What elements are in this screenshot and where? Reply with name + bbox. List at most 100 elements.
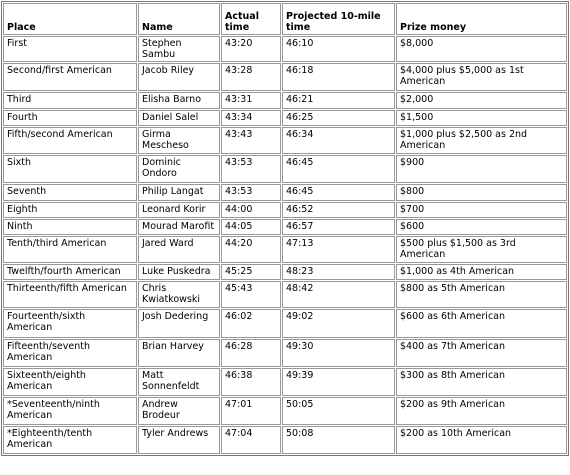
table-cell: 49:02: [282, 309, 395, 338]
table-cell: $800 as 5th American: [396, 281, 567, 308]
table-cell: 44:05: [221, 219, 281, 235]
table-cell: Third: [3, 92, 137, 109]
table-cell: $1,000 as 4th American: [396, 264, 567, 280]
table-cell: $200 as 9th American: [396, 397, 567, 425]
table-cell: $200 as 10th American: [396, 426, 567, 454]
table-cell: Twelfth/fourth American: [3, 264, 137, 280]
table-cell: Fourteenth/sixth American: [3, 309, 137, 338]
table-cell: Tyler Andrews: [138, 426, 220, 454]
table-cell: *Eighteenth/tenth American: [3, 426, 137, 454]
table-cell: Thirteenth/fifth American: [3, 281, 137, 308]
table-cell: Fourth: [3, 110, 137, 126]
table-cell: First: [3, 36, 137, 62]
table-cell: 46:52: [282, 202, 395, 218]
table-row: Fifteenth/seventh American Brian Harvey 46…: [3, 339, 567, 367]
table-cell: 46:45: [282, 184, 395, 201]
table-cell: 45:43: [221, 281, 281, 308]
table-cell: $700: [396, 202, 567, 218]
table-cell: 46:34: [282, 127, 395, 154]
table-cell: Sixteenth/eighth American: [3, 368, 137, 396]
table-cell: $8,000: [396, 36, 567, 62]
table-row: *Seventeenth/ninth American Andrew Brodeu…: [3, 397, 567, 425]
table-cell: Fifth/second American: [3, 127, 137, 154]
table-row: Third Elisha Barno 43:31 46:21 $2,000: [3, 92, 567, 109]
table-cell: 44:20: [221, 236, 281, 263]
table-cell: Ninth: [3, 219, 137, 235]
table-cell: 46:28: [221, 339, 281, 367]
table-cell: $1,000 plus $2,500 as 2nd American: [396, 127, 567, 154]
table-row: Fourth Daniel Salel 43:34 46:25 $1,500: [3, 110, 567, 126]
header-cell: Name: [138, 3, 220, 35]
table-row: Eighth Leonard Korir 44:00 46:52 $700: [3, 202, 567, 218]
table-row: Seventh Philip Langat 43:53 46:45 $800: [3, 184, 567, 201]
table-cell: $600 as 6th American: [396, 309, 567, 338]
table-cell: $900: [396, 155, 567, 183]
table-cell: $1,500: [396, 110, 567, 126]
table-cell: Second/first American: [3, 63, 137, 91]
table-row: Thirteenth/fifth American Chris Kwiatkows…: [3, 281, 567, 308]
table-cell: 46:18: [282, 63, 395, 91]
table-cell: 43:28: [221, 63, 281, 91]
table-cell: Dominic Ondoro: [138, 155, 220, 183]
table-cell: Daniel Salel: [138, 110, 220, 126]
table-cell: Jacob Riley: [138, 63, 220, 91]
table-row: Sixth Dominic Ondoro 43:53 46:45 $900: [3, 155, 567, 183]
table-cell: 47:04: [221, 426, 281, 454]
header-cell: Prize money: [396, 3, 567, 35]
table-cell: $800: [396, 184, 567, 201]
table-cell: $300 as 8th American: [396, 368, 567, 396]
table-cell: Fifteenth/seventh American: [3, 339, 137, 367]
table-cell: 49:39: [282, 368, 395, 396]
table-cell: Seventh: [3, 184, 137, 201]
table-cell: 43:53: [221, 184, 281, 201]
table-cell: Stephen Sambu: [138, 36, 220, 62]
table-cell: 43:53: [221, 155, 281, 183]
table-cell: Eighth: [3, 202, 137, 218]
table-row: Sixteenth/eighth American Matt Sonnenfeld…: [3, 368, 567, 396]
table-cell: Matt Sonnenfeldt: [138, 368, 220, 396]
table-cell: $600: [396, 219, 567, 235]
table-cell: $500 plus $1,500 as 3rd American: [396, 236, 567, 263]
table-row: *Eighteenth/tenth American Tyler Andrews 4…: [3, 426, 567, 454]
table-cell: 46:57: [282, 219, 395, 235]
table-row: Ninth Mourad Marofit 44:05 46:57 $600: [3, 219, 567, 235]
table-cell: 50:08: [282, 426, 395, 454]
table-cell: 43:20: [221, 36, 281, 62]
table-cell: 46:21: [282, 92, 395, 109]
table-cell: $2,000: [396, 92, 567, 109]
table-cell: 48:42: [282, 281, 395, 308]
table-row: Fourteenth/sixth American Josh Dedering 46…: [3, 309, 567, 338]
table-cell: 43:31: [221, 92, 281, 109]
table-cell: Luke Puskedra: [138, 264, 220, 280]
table-cell: Josh Dedering: [138, 309, 220, 338]
header-row: Place Name Actual time Projected 10-mile ti…: [3, 3, 567, 35]
table-row: Second/first American Jacob Riley 43:28 46:…: [3, 63, 567, 91]
table-cell: Brian Harvey: [138, 339, 220, 367]
table-cell: $4,000 plus $5,000 as 1st American: [396, 63, 567, 91]
table-cell: Tenth/third American: [3, 236, 137, 263]
table-cell: 43:34: [221, 110, 281, 126]
results-table: Place Name Actual time Projected 10-mile ti…: [1, 1, 569, 456]
table-cell: 46:38: [221, 368, 281, 396]
table-row: Tenth/third American Jared Ward 44:20 47:13…: [3, 236, 567, 263]
table-row: First Stephen Sambu 43:20 46:10 $8,000: [3, 36, 567, 62]
table-cell: 48:23: [282, 264, 395, 280]
table-cell: 47:13: [282, 236, 395, 263]
table-cell: *Seventeenth/ninth American: [3, 397, 137, 425]
table-row: Twelfth/fourth American Luke Puskedra 45:2…: [3, 264, 567, 280]
table-cell: Girma Mescheso: [138, 127, 220, 154]
table-cell: 47:01: [221, 397, 281, 425]
table-cell: Jared Ward: [138, 236, 220, 263]
table-cell: Sixth: [3, 155, 137, 183]
table-cell: Chris Kwiatkowski: [138, 281, 220, 308]
table-cell: 43:43: [221, 127, 281, 154]
table-cell: 44:00: [221, 202, 281, 218]
table-row: Fifth/second American Girma Mescheso 43:43…: [3, 127, 567, 154]
table-cell: 45:25: [221, 264, 281, 280]
table-cell: $400 as 7th American: [396, 339, 567, 367]
table-cell: 50:05: [282, 397, 395, 425]
table-cell: Elisha Barno: [138, 92, 220, 109]
table-cell: Andrew Brodeur: [138, 397, 220, 425]
table-cell: Leonard Korir: [138, 202, 220, 218]
